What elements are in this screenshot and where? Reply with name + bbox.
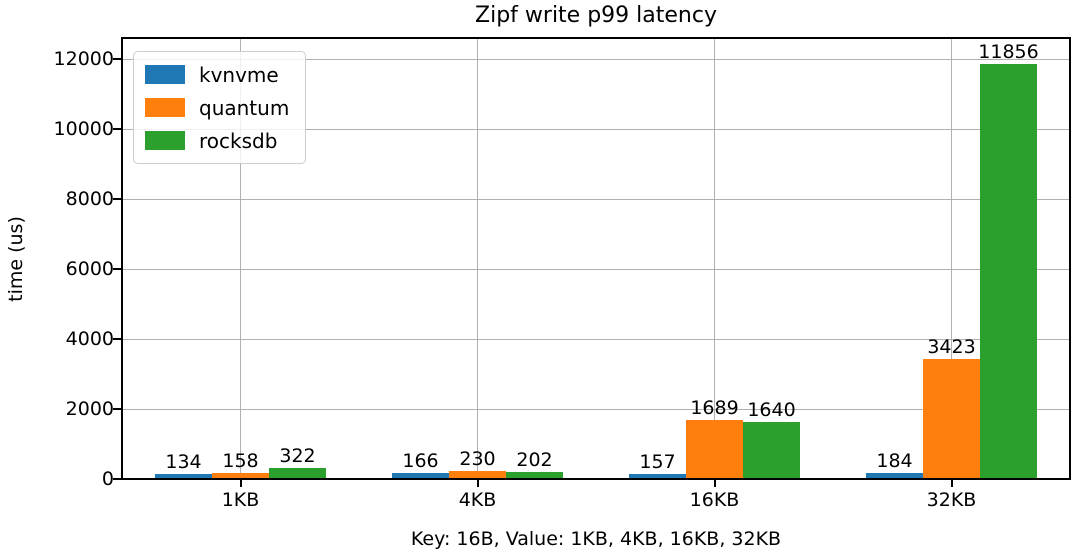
y-tick-mark — [113, 268, 121, 270]
x-tick-mark — [713, 479, 716, 487]
y-tick-label: 12000 — [53, 48, 114, 70]
h-gridline — [123, 128, 1069, 130]
bar-quantum-16KB — [686, 419, 743, 479]
bar-quantum-4KB — [449, 470, 506, 479]
y-tick-mark — [113, 128, 121, 130]
x-tick-mark — [950, 479, 953, 487]
h-gridline — [123, 338, 1069, 340]
bar-value-label: 1640 — [747, 398, 796, 421]
bar-value-label: 202 — [516, 448, 553, 471]
legend-label: quantum — [199, 95, 290, 120]
x-axis-label: Key: 16B, Value: 1KB, 4KB, 16KB, 32KB — [410, 528, 782, 550]
legend-swatch-icon — [145, 98, 185, 117]
bar-value-label: 322 — [279, 444, 316, 467]
bar-quantum-32KB — [923, 359, 980, 479]
bar-value-label: 1689 — [690, 396, 739, 419]
legend-item-quantum: quantum — [145, 94, 289, 121]
legend-item-rocksdb: rocksdb — [145, 127, 289, 154]
h-gridline — [123, 268, 1069, 270]
bar-kvnvme-32KB — [866, 472, 923, 479]
bar-value-label: 3423 — [927, 336, 976, 359]
bar-kvnvme-16KB — [629, 473, 686, 479]
x-tick-mark — [476, 479, 479, 487]
x-tick-mark — [239, 479, 242, 487]
y-tick-label: 6000 — [65, 258, 114, 280]
chart-title: Zipf write p99 latency — [475, 3, 717, 28]
v-gridline — [240, 39, 241, 478]
bar-value-label: 158 — [222, 450, 259, 473]
y-tick-label: 2000 — [65, 398, 114, 420]
bar-value-label: 230 — [459, 447, 496, 470]
y-tick-mark — [113, 198, 121, 200]
h-gridline — [123, 58, 1069, 60]
bar-value-label: 11856 — [978, 41, 1039, 64]
x-tick-label: 1KB — [221, 489, 260, 511]
x-tick-label: 4KB — [458, 489, 497, 511]
bar-value-label: 184 — [876, 449, 913, 472]
bar-rocksdb-4KB — [506, 471, 563, 479]
y-tick-label: 0 — [101, 468, 114, 490]
legend-swatch-icon — [145, 131, 185, 150]
bar-value-label: 157 — [639, 450, 676, 473]
y-tick-label: 4000 — [65, 328, 114, 350]
legend-label: rocksdb — [199, 128, 278, 153]
x-tick-label: 32KB — [926, 489, 977, 511]
legend-swatch-icon — [145, 65, 185, 84]
bar-quantum-1KB — [212, 473, 269, 479]
bar-value-label: 166 — [402, 450, 439, 473]
y-tick-label: 8000 — [65, 188, 114, 210]
bar-value-label: 134 — [165, 451, 202, 474]
bar-rocksdb-16KB — [743, 421, 800, 479]
bar-rocksdb-32KB — [980, 64, 1037, 479]
x-tick-label: 16KB — [689, 489, 740, 511]
v-gridline — [714, 39, 715, 478]
legend-label: kvnvme — [199, 62, 279, 87]
bar-rocksdb-1KB — [269, 467, 326, 479]
v-gridline — [951, 39, 952, 478]
y-tick-mark — [113, 338, 121, 340]
h-gridline — [123, 408, 1069, 410]
y-tick-label: 10000 — [53, 118, 114, 140]
y-tick-mark — [113, 408, 121, 410]
v-gridline — [477, 39, 478, 478]
bar-kvnvme-4KB — [392, 473, 449, 479]
legend-item-kvnvme: kvnvme — [145, 61, 289, 88]
bar-kvnvme-1KB — [155, 474, 212, 479]
y-tick-mark — [113, 478, 121, 480]
h-gridline — [123, 198, 1069, 200]
legend: kvnvme quantum rocksdb — [133, 51, 307, 164]
y-tick-mark — [113, 58, 121, 60]
